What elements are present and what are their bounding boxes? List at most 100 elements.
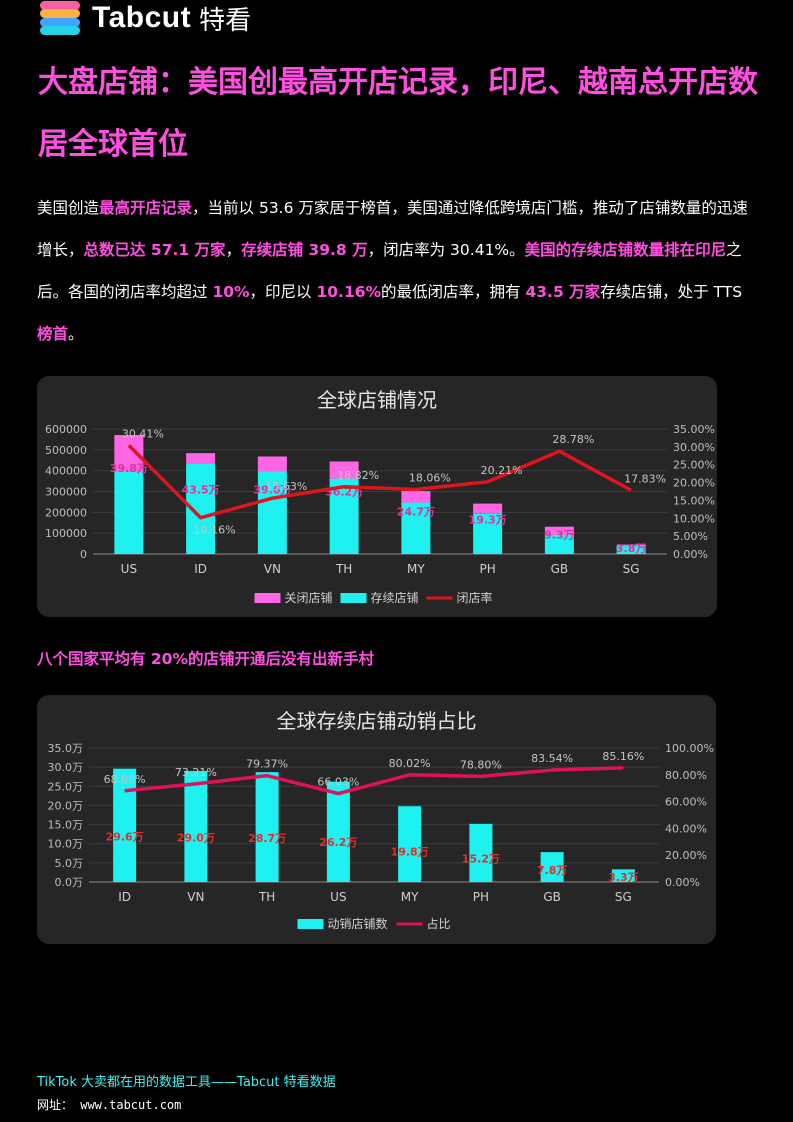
section-subheading: 八个国家平均有 20%的店铺开通后没有出新手村 (37, 650, 374, 668)
line-占比 (124, 766, 624, 796)
brand-name: Tabcut (92, 1, 192, 34)
footer-tagline: TikTok 大卖都在用的数据工具——Tabcut 特看数据 (37, 1075, 336, 1090)
page-title: 大盘店铺：美国创最高开店记录，印尼、越南总开店数居全球首位 (38, 65, 758, 162)
chart-title: 全球店铺情况 (317, 388, 437, 412)
body-text: 。 (68, 325, 84, 343)
bar-data-label: 15.2万 (462, 853, 500, 866)
y2-tick-label: 40.00% (665, 822, 707, 835)
bar-data-label: 3.3万 (608, 871, 639, 884)
y2-tick-label: 30.00% (673, 441, 715, 454)
bar-关闭店铺 (257, 456, 287, 472)
line-data-label: 73.21% (175, 766, 217, 779)
chart-active-stores: 全球存续店铺动销占比 0.0万 5.0万 10.0万 15.0万 20.0万 25.0万 3… (37, 695, 716, 944)
x-tick-label: SG (623, 562, 640, 576)
body-text: 存续店铺，处于 TTS (600, 283, 743, 301)
bar-动销店铺数 (326, 781, 350, 882)
y2-tick-label: 20.00% (673, 477, 715, 490)
line-data-label: 20.21% (481, 464, 523, 477)
legend-label: 占比 (427, 916, 451, 931)
bar-关闭店铺 (544, 526, 574, 535)
y2-tick-label: 60.00% (665, 796, 707, 809)
y2-tick-label: 80.00% (665, 769, 707, 782)
bar-data-label: 19.3万 (469, 514, 507, 527)
y-tick-label: 0.0万 (55, 876, 84, 889)
y-tick-label: 20.0万 (48, 799, 84, 812)
y-tick-label: 10.0万 (48, 838, 84, 851)
y2-tick-label: 10.00% (673, 512, 715, 525)
line-data-label: 79.37% (246, 758, 288, 771)
bar-关闭店铺 (616, 544, 646, 547)
x-tick-label: MY (401, 890, 419, 904)
x-tick-label: US (330, 890, 346, 904)
x-tick-label: VN (187, 890, 204, 904)
brand-sub: 特看 (199, 5, 252, 36)
legend-swatch (254, 593, 281, 603)
legend-swatch (340, 593, 367, 603)
x-tick-label: PH (473, 890, 489, 904)
intro-paragraph: 美国创造最高开店记录，当前以 53.6 万家居于榜首，美国通过降低跨境店门槛，推… (37, 187, 757, 355)
bar-关闭店铺 (401, 491, 431, 503)
chart-store-overview-svg: 0 100000 200000 300000 400000 500000 600000 0.0… (45, 423, 715, 605)
bar-data-label: 19.8万 (391, 846, 429, 859)
bar-动销店铺数 (469, 823, 493, 882)
body-text: ，闭店率为 30.41%。 (367, 241, 525, 259)
highlight-text: 最高开店记录 (99, 199, 193, 217)
chart-active-stores-svg: 0.0万 5.0万 10.0万 15.0万 20.0万 25.0万 30.0万 35.0万 0.… (48, 742, 714, 931)
legend-label: 闭店率 (457, 590, 493, 605)
highlight-text: 总数已达 57.1 万家 (83, 241, 226, 259)
x-tick-label: US (121, 562, 137, 576)
y2-tick-label: 5.00% (673, 530, 708, 543)
bar-data-label: 28.7万 (248, 832, 286, 845)
legend-swatch (297, 919, 324, 929)
chart-store-overview: 全球店铺情况 0 100000 200000 300000 400000 500000 60… (37, 376, 717, 617)
body-text: 的最低闭店率，拥有 (381, 283, 526, 301)
line-data-label: 17.83% (624, 472, 666, 485)
bar-存续店铺 (544, 534, 574, 554)
y-tick-label: 30.0万 (48, 761, 84, 774)
chart-title: 全球存续店铺动销占比 (276, 709, 477, 733)
bar-data-label: 29.6万 (106, 831, 144, 844)
bar-data-label: 39.6万 (253, 484, 291, 497)
bar-存续店铺 (257, 471, 287, 554)
bar-动销店铺数 (540, 852, 564, 882)
body-text: ， (225, 241, 242, 259)
bar-data-label: 3.8万 (616, 542, 647, 555)
bar-data-label: 39.8万 (110, 462, 148, 475)
y2-tick-label: 15.00% (673, 494, 715, 507)
body-text: ，当前以 53.6 万家居于榜首，美国通过降低跨境店门槛，推动了店铺数量的迅速增… (37, 199, 748, 259)
x-tick-label: MY (407, 562, 425, 576)
x-tick-label: TH (258, 890, 275, 904)
line-data-label: 28.78% (552, 433, 594, 446)
bar-关闭店铺 (473, 503, 503, 514)
bar-动销店铺数 (611, 869, 635, 882)
line-data-label: 68.09% (104, 773, 146, 786)
body-text: ，印尼以 (249, 283, 317, 301)
y-tick-label: 15.0万 (48, 819, 84, 832)
tabcut-logo-icon (40, 1, 80, 35)
line-data-label: 30.41% (122, 427, 164, 440)
bar-关闭店铺 (186, 453, 216, 464)
footer-url[interactable]: 网址： www.tabcut.com (37, 1098, 182, 1112)
highlight-text: 存续店铺 39.8 万 (241, 241, 368, 259)
highlight-text: 美国的存续店铺数量排在印尼 (524, 241, 727, 259)
y2-tick-label: 100.00% (665, 742, 714, 755)
bar-存续店铺 (329, 478, 359, 554)
bar-关闭店铺 (329, 461, 359, 479)
y2-tick-label: 0.00% (673, 548, 708, 561)
y-tick-label: 25.0万 (48, 780, 84, 793)
bar-动销店铺数 (398, 806, 422, 882)
highlight-text: 10% (212, 283, 250, 301)
highlight-text: 43.5 万家 (525, 283, 601, 301)
bar-data-label: 7.8万 (537, 864, 568, 877)
y-tick-label: 200000 (45, 506, 87, 519)
x-tick-label: GB (551, 562, 569, 576)
y2-tick-label: 0.00% (665, 876, 700, 889)
legend-label: 关闭店铺 (285, 591, 333, 605)
body-text: 之后。各国的闭店率均超过 (37, 241, 742, 301)
line-data-label: 18.06% (409, 472, 451, 485)
bar-动销店铺数 (255, 772, 279, 882)
highlight-text: 10.16% (316, 283, 382, 301)
bar-data-label: 43.5万 (182, 483, 220, 496)
y-tick-label: 100000 (45, 527, 87, 540)
x-tick-label: GB (543, 890, 561, 904)
